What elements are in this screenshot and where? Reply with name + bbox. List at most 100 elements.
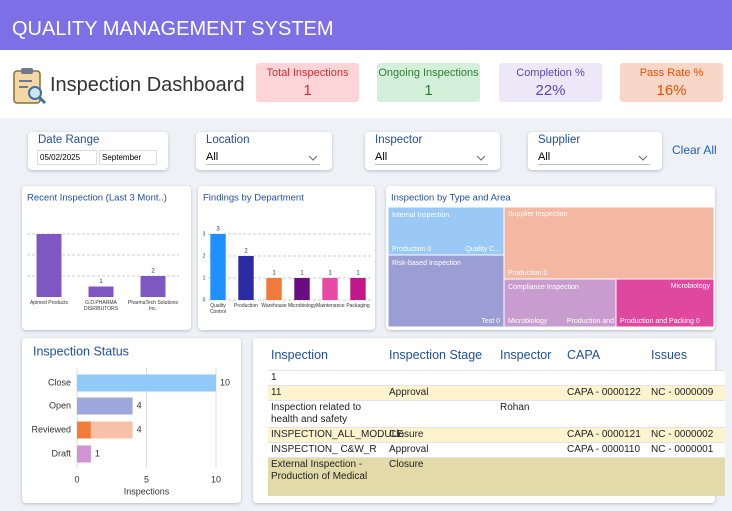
filter-label: Location bbox=[206, 134, 250, 146]
chart-title: Inspection Status bbox=[33, 344, 129, 358]
filter-label: Inspector bbox=[375, 134, 423, 146]
x-axis-title: Inspections bbox=[124, 486, 170, 496]
table-cell bbox=[386, 401, 497, 428]
column-header[interactable]: Inspection Stage bbox=[389, 348, 483, 362]
table-row[interactable]: INSPECTION_ C&W_R Approval CAPA - 0000110 N… bbox=[268, 442, 725, 458]
chart-title: Inspection by Type and Area bbox=[391, 193, 511, 204]
table-cell: Approval bbox=[389, 444, 429, 455]
tile-item: Production and Packing 0 bbox=[620, 318, 700, 325]
table-row[interactable]: INSPECTION_ALL_MODULE Closure CAPA - 00001… bbox=[268, 427, 725, 443]
kpi-card: Ongoing Inspections 1 bbox=[377, 63, 480, 102]
x-tick-label: Apimed Products bbox=[29, 300, 69, 306]
kpi-label: Total Inspections bbox=[266, 67, 349, 79]
table-cell bbox=[497, 371, 564, 386]
column-header[interactable]: Issues bbox=[651, 348, 688, 362]
table-cell: CAPA - 0000122 bbox=[567, 387, 641, 398]
clear-all[interactable]: Clear All bbox=[672, 143, 717, 157]
y-tick-label: Reviewed bbox=[31, 424, 71, 434]
table-row[interactable]: 1 bbox=[268, 370, 725, 386]
filter-select[interactable]: All bbox=[538, 150, 650, 165]
y-tick-label: Draft bbox=[51, 448, 71, 458]
treemap-tile bbox=[387, 206, 505, 256]
bar bbox=[266, 278, 282, 300]
kpi-label: Ongoing Inspections bbox=[378, 67, 479, 79]
table-cell: Closure bbox=[389, 429, 424, 440]
table-cell bbox=[564, 401, 648, 428]
kpi-label: Completion % bbox=[516, 67, 585, 79]
tile-item: Test 0 bbox=[481, 318, 500, 325]
page-title: Inspection Dashboard bbox=[50, 74, 245, 96]
table-row[interactable]: External Inspection - Production of Medi… bbox=[268, 457, 725, 496]
tile-item: Production and bbox=[567, 318, 614, 325]
chevron-icon bbox=[476, 155, 486, 161]
data-label: 1 bbox=[300, 271, 304, 277]
date-from[interactable]: 05/02/2025 bbox=[37, 150, 97, 165]
kpi-label: Pass Rate % bbox=[639, 67, 704, 79]
table-cell bbox=[497, 428, 564, 443]
bar bbox=[322, 278, 338, 300]
app-title: QUALITY MANAGEMENT SYSTEM bbox=[12, 18, 334, 40]
column-header[interactable]: Inspection bbox=[271, 348, 328, 362]
table-row[interactable]: Inspection related to health and safety R… bbox=[268, 400, 725, 428]
table-cell: External Inspection - Production of Medi… bbox=[271, 459, 368, 482]
clipboard-icon bbox=[13, 68, 47, 105]
kpi-value: 1 bbox=[424, 82, 433, 99]
table-cell bbox=[564, 371, 648, 386]
tile-item: Production 0 bbox=[508, 270, 547, 277]
data-label: 2 bbox=[151, 269, 155, 275]
kpi-card: Pass Rate % 16% bbox=[620, 63, 723, 102]
filter-label: Supplier bbox=[538, 134, 581, 146]
x-tick-label: 10 bbox=[211, 474, 221, 484]
table-cell bbox=[648, 458, 725, 496]
data-label: 2 bbox=[244, 249, 248, 255]
table-cell: NC - 0000001 bbox=[651, 444, 714, 455]
x-tick-label: Warehouse bbox=[261, 303, 287, 309]
table-row[interactable]: 11 Approval CAPA - 0000122 NC - 0000009 bbox=[268, 385, 725, 401]
filter-select[interactable]: All bbox=[206, 150, 320, 165]
kpi-value: 1 bbox=[303, 82, 312, 99]
kpi-card: Completion % 22% bbox=[499, 63, 602, 102]
chart-title: Recent Inspection (Last 3 Mont..) bbox=[27, 193, 167, 204]
y-tick-label: 0 bbox=[203, 297, 206, 303]
chart-card: Findings by Department 0 1 2 3 3 2 1 1 1 1 Quality … bbox=[198, 186, 375, 330]
table-cell: INSPECTION_ALL_MODULE bbox=[271, 429, 404, 440]
y-tick-label: 1 bbox=[203, 275, 206, 281]
bar bbox=[238, 256, 254, 300]
data-label: 1 bbox=[99, 279, 103, 285]
column-header[interactable]: Inspector bbox=[500, 348, 552, 362]
x-tick-label: Quality Control bbox=[209, 303, 227, 315]
filter-select[interactable]: All bbox=[375, 150, 488, 165]
x-tick-label: PharmaTech Solutions Inc. bbox=[127, 300, 179, 312]
data-label: 1 bbox=[356, 271, 360, 277]
chart-card: Inspection by Type and Area Internal Insp… bbox=[386, 186, 715, 330]
chevron-icon bbox=[638, 155, 648, 161]
x-tick-label: Microbiology bbox=[288, 303, 317, 309]
table-cell bbox=[497, 443, 564, 458]
tile-item: Quality C... bbox=[465, 246, 500, 253]
chevron bbox=[638, 155, 648, 161]
chart-title: Findings by Department bbox=[203, 193, 304, 204]
data-label: 3 bbox=[216, 227, 220, 233]
table-cell: 11 bbox=[271, 387, 282, 398]
tile-label: Risk-based Inspection bbox=[392, 260, 461, 267]
filter-card: Supplier All bbox=[528, 132, 662, 170]
chart: Inspection Status 0 5 10 Inspections Close 10 O… bbox=[31, 344, 230, 496]
y-tick-label: Close bbox=[48, 377, 71, 387]
bar-segment bbox=[90, 421, 133, 439]
date-to[interactable]: September bbox=[99, 150, 157, 165]
table-cell bbox=[564, 458, 648, 496]
tile-item: Microbiology bbox=[508, 318, 548, 325]
column-header[interactable]: CAPA bbox=[567, 348, 601, 362]
bar bbox=[140, 276, 166, 297]
filter-label: Date Range bbox=[38, 134, 100, 146]
table-cell bbox=[497, 386, 564, 401]
x-tick-label: Production bbox=[234, 303, 258, 309]
data-label: 1 bbox=[328, 271, 332, 277]
y-tick-label: Open bbox=[49, 400, 71, 410]
total-label: 1 bbox=[95, 448, 100, 458]
bar-segment bbox=[77, 445, 91, 463]
chart-card: Recent Inspection (Last 3 Mont..) 1 2 Apime… bbox=[22, 186, 191, 330]
tile-label: Internal Inspection bbox=[392, 212, 449, 219]
chevron bbox=[308, 155, 318, 161]
